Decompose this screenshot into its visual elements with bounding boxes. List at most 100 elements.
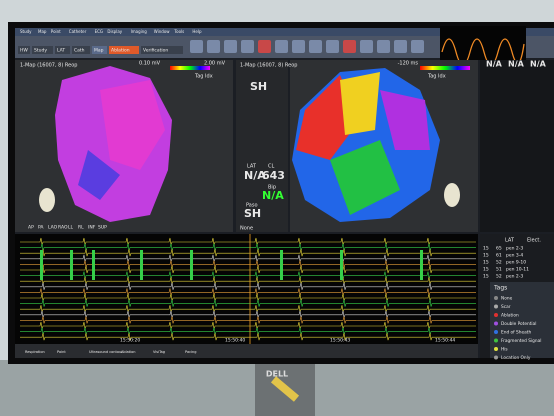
- electrode-cell: 15: [483, 246, 489, 252]
- tag-item[interactable]: End of Sheath: [501, 330, 531, 336]
- tool-icon[interactable]: [326, 40, 339, 53]
- ecg-trace: [20, 333, 476, 341]
- ecg-trace: [20, 265, 476, 274]
- tag-item[interactable]: Scar: [501, 304, 511, 310]
- tool-icon[interactable]: [309, 40, 322, 53]
- menu-item[interactable]: Map: [38, 29, 47, 34]
- view-button[interactable]: LL: [68, 225, 74, 231]
- toolbar-label[interactable]: Cath: [74, 48, 85, 54]
- toolbar-label[interactable]: LAT: [57, 48, 65, 54]
- ecg-legend-bar: [15, 344, 478, 358]
- legend-item: VisiTag: [153, 350, 165, 354]
- left-map-region: [100, 80, 165, 170]
- menu-item[interactable]: Study: [20, 29, 32, 34]
- tool-icon[interactable]: [411, 40, 424, 53]
- tags-title: Tags: [493, 285, 507, 292]
- tool-icon[interactable]: [241, 40, 254, 53]
- electrode-cell: 61: [496, 253, 502, 259]
- tag-item[interactable]: Location Only: [501, 355, 531, 361]
- view-button[interactable]: INF: [88, 225, 96, 231]
- tag-swatch[interactable]: [494, 321, 498, 326]
- view-button[interactable]: SUP: [98, 225, 107, 231]
- electrode-cell: 65: [496, 246, 502, 252]
- tool-icon[interactable]: [207, 40, 220, 53]
- tool-icon[interactable]: [275, 40, 288, 53]
- toolbar-tab[interactable]: [109, 46, 139, 54]
- left-map-title: 1-Map (16007, 8) Reop: [20, 63, 77, 69]
- toolbar-tab[interactable]: [92, 46, 107, 54]
- toolbar-label[interactable]: HW: [20, 48, 28, 54]
- dropdown[interactable]: None: [240, 226, 253, 232]
- tool-icon[interactable]: [292, 40, 305, 53]
- tag-swatch[interactable]: [494, 330, 498, 334]
- side-value: N/A: [508, 60, 525, 69]
- tag-swatch[interactable]: [494, 355, 498, 360]
- column-header: LAT: [505, 238, 515, 244]
- electrode-cell: pen 3-4: [506, 253, 523, 259]
- menu-item[interactable]: Tools: [173, 29, 184, 34]
- right-map-region: [380, 90, 430, 150]
- tool-icon[interactable]: [394, 40, 407, 53]
- tag-item[interactable]: Double Potential: [501, 321, 536, 327]
- tool-icon[interactable]: [258, 40, 271, 53]
- tag-swatch[interactable]: [494, 347, 498, 351]
- view-button[interactable]: LAO: [48, 225, 58, 231]
- toolbar-tab[interactable]: [72, 46, 90, 54]
- tag-swatch[interactable]: [494, 338, 498, 343]
- tool-icon[interactable]: [343, 40, 356, 53]
- menu-item[interactable]: Point: [51, 29, 61, 34]
- menu-item[interactable]: Imaging: [131, 29, 148, 34]
- electrode-cell: 51: [496, 267, 502, 273]
- ecg-marker: [92, 250, 95, 280]
- toolbar-label[interactable]: Ablation: [111, 48, 130, 54]
- electrode-cell: 52: [496, 274, 502, 280]
- toolbar-label[interactable]: Study: [34, 48, 47, 54]
- time-label: 15:50:20: [120, 338, 140, 344]
- ecg-marker: [140, 250, 143, 280]
- menu-item[interactable]: Catheter: [69, 29, 87, 34]
- electrode-cell: 15: [483, 260, 489, 266]
- toolbar-tab[interactable]: [32, 46, 53, 54]
- tags-panel: [490, 282, 554, 358]
- toolbar-tab[interactable]: [18, 46, 30, 54]
- toolbar-tab[interactable]: [55, 46, 70, 54]
- side-value: N/A: [530, 60, 547, 69]
- menu-item[interactable]: Help: [192, 29, 202, 34]
- tool-icon[interactable]: [360, 40, 373, 53]
- right-map-region: [340, 72, 380, 135]
- tag-swatch[interactable]: [494, 296, 498, 300]
- tag-item[interactable]: Ablation: [501, 313, 519, 319]
- menu-item[interactable]: ECG: [95, 29, 103, 34]
- view-button[interactable]: RL: [78, 225, 84, 231]
- tag-swatch[interactable]: [494, 313, 498, 317]
- pace-label: Paso: [246, 203, 258, 209]
- cable-tag: [270, 376, 300, 402]
- right-color-bar: [420, 66, 470, 70]
- tool-icon[interactable]: [224, 40, 237, 53]
- tag-item[interactable]: None: [501, 296, 513, 302]
- view-button[interactable]: RAO: [58, 225, 68, 231]
- toolbar-tab[interactable]: [141, 46, 183, 54]
- tag-item[interactable]: Fragmented Signal: [501, 338, 541, 344]
- menu-bar: [15, 28, 554, 36]
- bip-label: Bip: [268, 185, 276, 191]
- left-scale-max: 2.00 mV: [204, 61, 226, 67]
- tag-swatch[interactable]: [494, 304, 498, 309]
- ecg-panel: [15, 234, 478, 344]
- bip-value: N/A: [262, 189, 284, 202]
- menu-item[interactable]: Display: [107, 29, 122, 34]
- view-button[interactable]: PA: [38, 225, 44, 231]
- ecg-marker: [190, 250, 193, 280]
- lat-value: N/A: [244, 169, 266, 182]
- tag-item[interactable]: His: [501, 347, 508, 353]
- view-button[interactable]: AP: [28, 225, 34, 231]
- tool-icon[interactable]: [190, 40, 203, 53]
- tool-icon[interactable]: [377, 40, 390, 53]
- menu-item[interactable]: Window: [154, 29, 171, 34]
- ecg-trace: [20, 299, 476, 307]
- toolbar-label[interactable]: Map: [94, 48, 104, 54]
- signal-inset: [440, 26, 526, 60]
- toolbar-label[interactable]: Verification: [143, 48, 168, 54]
